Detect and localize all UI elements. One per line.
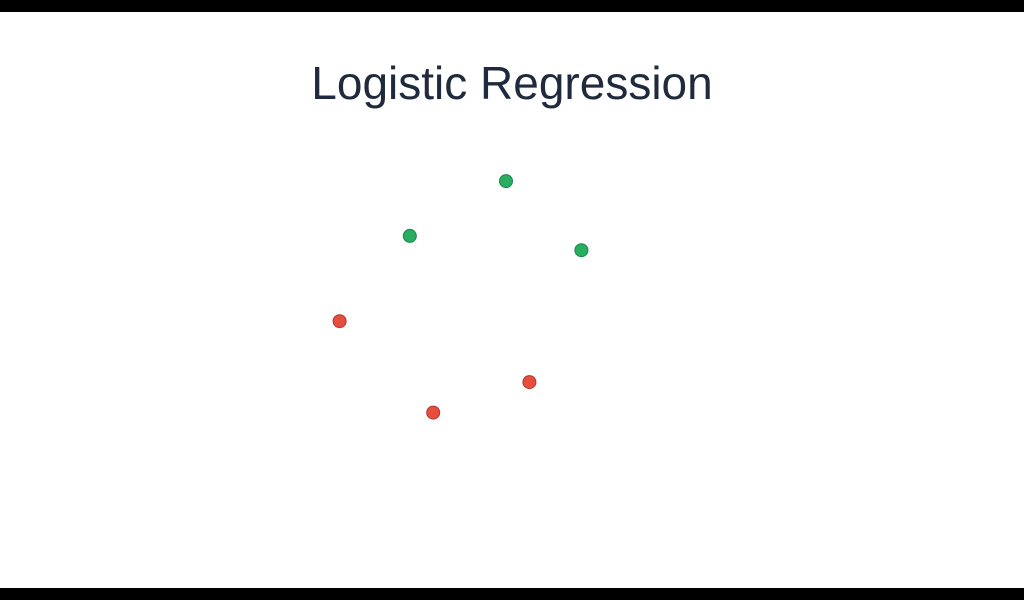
point-negative-1	[332, 314, 347, 329]
point-positive-1	[499, 174, 513, 189]
series-positive	[402, 174, 589, 258]
series-negative	[332, 314, 537, 420]
scatter-plot	[332, 174, 589, 420]
point-negative-2	[522, 375, 537, 390]
point-positive-3	[574, 243, 589, 258]
slide-frame: Logistic Regression	[0, 12, 1024, 588]
point-positive-2	[402, 228, 417, 243]
point-negative-3	[426, 405, 441, 420]
chart-title: Logistic Regression	[311, 57, 713, 109]
